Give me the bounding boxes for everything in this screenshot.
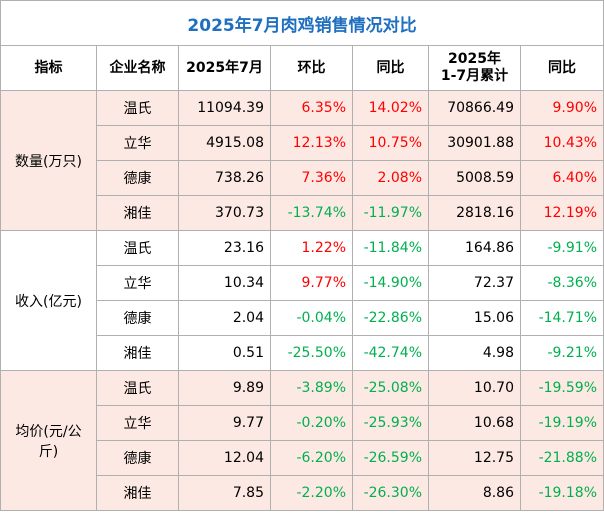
value-cell: -0.20% bbox=[270, 405, 353, 441]
company-cell: 德康 bbox=[96, 440, 179, 476]
value-cell: 2.08% bbox=[352, 160, 429, 196]
value-cell: -9.91% bbox=[520, 230, 604, 266]
value-cell: -21.88% bbox=[520, 440, 604, 476]
value-cell: 72.37 bbox=[428, 265, 521, 301]
value-cell: -8.36% bbox=[520, 265, 604, 301]
value-cell: -3.89% bbox=[270, 370, 353, 406]
data-row: 数量(万只) 温氏 11094.39 6.35% 14.02% 70866.49 9.90% bbox=[0, 90, 604, 231]
company-cell: 温氏 bbox=[96, 90, 179, 126]
value-cell: 7.36% bbox=[270, 160, 353, 196]
company-cell: 湘佳 bbox=[96, 335, 179, 371]
sales-table: 2025年7月肉鸡销售情况对比 指标 企业名称 2025年7月 环比 同比 2025年 1… bbox=[0, 0, 604, 511]
group-label: 数量(万只) bbox=[0, 90, 97, 231]
value-cell: -0.04% bbox=[270, 300, 353, 336]
value-cell: 14.02% bbox=[352, 90, 429, 126]
data-row: 湘佳 370.73 -13.74% -11.97% 2818.16 12.19% bbox=[1, 195, 604, 231]
data-row: 收入(亿元) 温氏 23.16 1.22% -11.84% 164.86 -9.91% bbox=[0, 230, 604, 371]
value-cell: 8.86 bbox=[428, 475, 521, 511]
group-label: 收入(亿元) bbox=[0, 230, 97, 371]
company-cell: 德康 bbox=[96, 300, 179, 336]
data-row: 立华 4915.08 12.13% 10.75% 30901.88 10.43% bbox=[1, 125, 604, 161]
value-cell: -14.90% bbox=[352, 265, 429, 301]
value-cell: 6.40% bbox=[520, 160, 604, 196]
company-cell: 温氏 bbox=[96, 370, 179, 406]
company-cell: 温氏 bbox=[96, 230, 179, 266]
value-cell: 15.06 bbox=[428, 300, 521, 336]
value-cell: 9.77% bbox=[270, 265, 353, 301]
header-cell: 指标 bbox=[0, 45, 97, 91]
header-row: 指标 企业名称 2025年7月 环比 同比 2025年 1-7月累计 同比 bbox=[0, 45, 604, 91]
value-cell: 70866.49 bbox=[428, 90, 521, 126]
value-cell: 23.16 bbox=[178, 230, 271, 266]
value-cell: 4915.08 bbox=[178, 125, 271, 161]
data-row: 湘佳 0.51 -25.50% -42.74% 4.98 -9.21% bbox=[1, 335, 604, 371]
value-cell: 12.13% bbox=[270, 125, 353, 161]
value-cell: -6.20% bbox=[270, 440, 353, 476]
value-cell: 7.85 bbox=[178, 475, 271, 511]
value-cell: 30901.88 bbox=[428, 125, 521, 161]
value-cell: 10.75% bbox=[352, 125, 429, 161]
value-cell: 738.26 bbox=[178, 160, 271, 196]
value-cell: -11.97% bbox=[352, 195, 429, 231]
value-cell: -25.08% bbox=[352, 370, 429, 406]
value-cell: -9.21% bbox=[520, 335, 604, 371]
data-row: 立华 10.34 9.77% -14.90% 72.37 -8.36% bbox=[1, 265, 604, 301]
header-cell: 同比 bbox=[352, 45, 429, 91]
company-cell: 湘佳 bbox=[96, 475, 179, 511]
value-cell: 370.73 bbox=[178, 195, 271, 231]
value-cell: 10.43% bbox=[520, 125, 604, 161]
value-cell: -22.86% bbox=[352, 300, 429, 336]
value-cell: 9.77 bbox=[178, 405, 271, 441]
value-cell: -19.19% bbox=[520, 405, 604, 441]
value-cell: -26.59% bbox=[352, 440, 429, 476]
value-cell: 9.90% bbox=[520, 90, 604, 126]
value-cell: 12.04 bbox=[178, 440, 271, 476]
data-row: 德康 738.26 7.36% 2.08% 5008.59 6.40% bbox=[1, 160, 604, 196]
value-cell: 11094.39 bbox=[178, 90, 271, 126]
value-cell: 2818.16 bbox=[428, 195, 521, 231]
value-cell: 0.51 bbox=[178, 335, 271, 371]
company-cell: 德康 bbox=[96, 160, 179, 196]
value-cell: 1.22% bbox=[270, 230, 353, 266]
value-cell: 2.04 bbox=[178, 300, 271, 336]
value-cell: 10.70 bbox=[428, 370, 521, 406]
value-cell: 12.19% bbox=[520, 195, 604, 231]
data-row: 德康 12.04 -6.20% -26.59% 12.75 -21.88% bbox=[1, 440, 604, 476]
value-cell: 12.75 bbox=[428, 440, 521, 476]
data-row: 湘佳 7.85 -2.20% -26.30% 8.86 -19.18% bbox=[1, 475, 604, 511]
value-cell: -19.18% bbox=[520, 475, 604, 511]
value-cell: -26.30% bbox=[352, 475, 429, 511]
group-label: 均价(元/公斤) bbox=[0, 370, 97, 511]
company-cell: 立华 bbox=[96, 125, 179, 161]
header-cell: 同比 bbox=[520, 45, 604, 91]
value-cell: 10.68 bbox=[428, 405, 521, 441]
header-cell: 企业名称 bbox=[96, 45, 179, 91]
value-cell: 9.89 bbox=[178, 370, 271, 406]
header-cell: 环比 bbox=[270, 45, 353, 91]
table-title: 2025年7月肉鸡销售情况对比 bbox=[0, 0, 604, 46]
value-cell: -19.59% bbox=[520, 370, 604, 406]
header-cell: 2025年 1-7月累计 bbox=[428, 45, 521, 91]
value-cell: -14.71% bbox=[520, 300, 604, 336]
value-cell: -13.74% bbox=[270, 195, 353, 231]
value-cell: 10.34 bbox=[178, 265, 271, 301]
data-row: 均价(元/公斤) 温氏 9.89 -3.89% -25.08% 10.70 -19.59% bbox=[0, 370, 604, 511]
value-cell: -11.84% bbox=[352, 230, 429, 266]
header-cell: 2025年7月 bbox=[178, 45, 271, 91]
value-cell: 5008.59 bbox=[428, 160, 521, 196]
company-cell: 立华 bbox=[96, 265, 179, 301]
value-cell: -25.50% bbox=[270, 335, 353, 371]
company-cell: 立华 bbox=[96, 405, 179, 441]
value-cell: 6.35% bbox=[270, 90, 353, 126]
data-row: 立华 9.77 -0.20% -25.93% 10.68 -19.19% bbox=[1, 405, 604, 441]
value-cell: -2.20% bbox=[270, 475, 353, 511]
value-cell: -25.93% bbox=[352, 405, 429, 441]
company-cell: 湘佳 bbox=[96, 195, 179, 231]
value-cell: 4.98 bbox=[428, 335, 521, 371]
value-cell: -42.74% bbox=[352, 335, 429, 371]
value-cell: 164.86 bbox=[428, 230, 521, 266]
